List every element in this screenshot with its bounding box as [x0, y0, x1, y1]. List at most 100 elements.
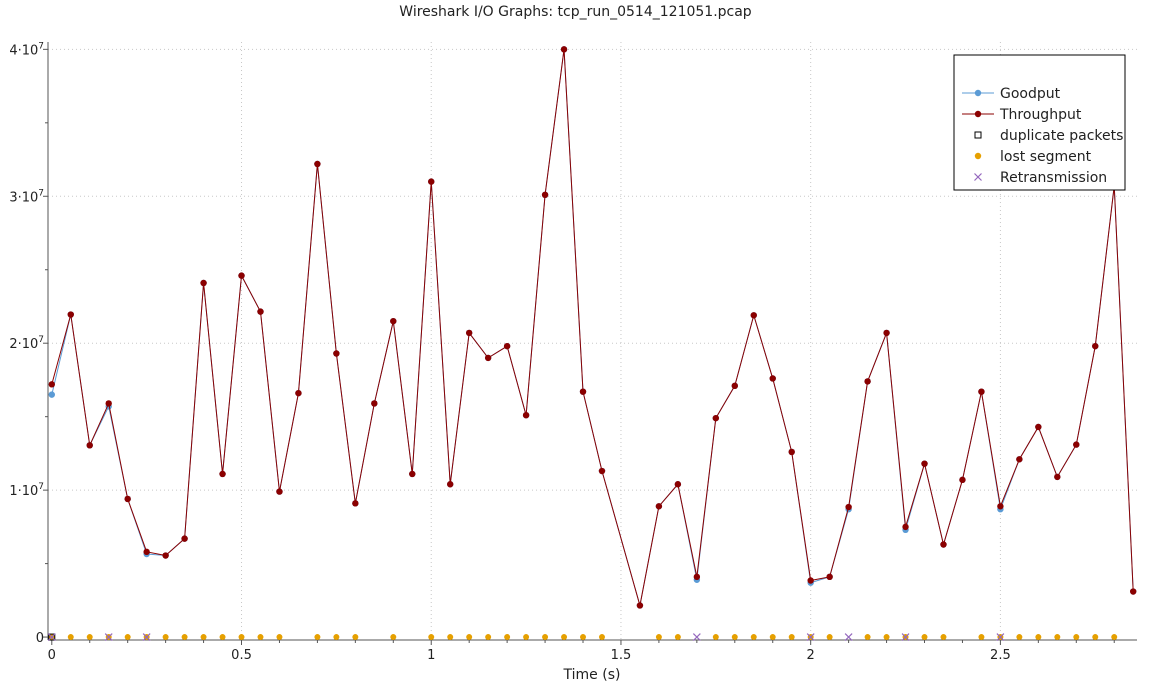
throughput-point — [48, 381, 55, 388]
legend-label: Retransmission — [1000, 170, 1107, 186]
throughput-point — [959, 476, 966, 484]
lost-segment-point — [1016, 634, 1023, 641]
throughput-point — [484, 354, 492, 362]
legend-item-duplicate-packets: duplicate packets — [974, 128, 1123, 144]
retransmission-stroke — [996, 633, 1005, 641]
retransmission-point — [692, 633, 701, 641]
throughput-point — [712, 414, 720, 422]
y-tick-mantissa: 2·10 — [9, 337, 38, 352]
lost-segment-point — [1092, 634, 1099, 641]
y-tick-label: 0 — [36, 631, 44, 646]
x-tick-label: 0.5 — [231, 648, 252, 663]
throughput-point — [598, 467, 606, 475]
lost-segment-point — [238, 634, 245, 641]
throughput-point — [1073, 441, 1080, 448]
lost-segment-point — [257, 634, 264, 641]
x-tick-label: 1 — [427, 648, 435, 663]
x-axis-title: Time (s) — [563, 667, 621, 683]
lost-segment-point — [333, 634, 340, 641]
y-tick-exponent: 7 — [38, 41, 44, 51]
lost-segment-point — [712, 634, 719, 641]
lost-segment-point — [428, 634, 435, 641]
retransmission-point — [142, 633, 151, 641]
throughput-point — [750, 312, 757, 319]
y-tick-mantissa: 3·10 — [9, 190, 38, 205]
lost-segment-point — [1054, 634, 1061, 641]
retransmission-point — [844, 633, 853, 641]
throughput-point — [295, 389, 302, 397]
legend[interactable]: Goodput Throughput duplicate packets lost s… — [953, 54, 1126, 191]
lost-segment-point — [580, 634, 587, 641]
throughput-point — [124, 495, 131, 503]
throughput-point — [541, 191, 549, 199]
throughput-point — [390, 317, 397, 325]
lost-segment-point — [200, 634, 207, 641]
lost-segment-point — [864, 634, 871, 641]
throughput-point — [219, 470, 226, 478]
lost-segment-point — [542, 634, 549, 641]
retransmission-point — [104, 633, 113, 641]
throughput-point — [693, 573, 701, 581]
lost-segment-point — [523, 634, 530, 641]
throughput-point — [902, 523, 909, 531]
throughput-point — [162, 552, 169, 559]
y-tick-exponent: 7 — [38, 335, 44, 345]
throughput-point — [1092, 342, 1099, 350]
throughput-point — [200, 279, 207, 287]
legend-item-retransmission: Retransmission — [974, 170, 1107, 186]
throughput-point — [238, 272, 245, 279]
y-tick-mantissa: 1·10 — [9, 484, 38, 499]
lost-segment-point — [598, 634, 605, 641]
retransmission-stroke — [47, 633, 56, 641]
grid-lines — [48, 42, 1137, 640]
lost-segment-point — [674, 634, 681, 641]
throughput-point — [864, 378, 871, 385]
lost-segment-point — [352, 634, 359, 641]
lost-segment-point — [124, 634, 131, 641]
throughput-point — [257, 308, 264, 315]
throughput-point — [826, 573, 833, 581]
lost-segment-point — [978, 634, 985, 641]
lost-segment-point — [750, 634, 757, 641]
legend-label: Throughput — [999, 107, 1082, 123]
retransmission-stroke — [104, 633, 113, 641]
lost-segment-point — [314, 634, 321, 641]
lost-segment-point — [86, 634, 93, 641]
retransmission-stroke — [806, 633, 815, 641]
throughput-point — [352, 500, 359, 507]
throughput-point — [371, 400, 378, 407]
goodput-point — [48, 391, 55, 398]
throughput-point — [67, 311, 74, 318]
lost-segment-point — [561, 634, 568, 641]
x-tick-label: 0 — [48, 648, 56, 663]
retransmission-stroke — [692, 633, 701, 641]
lost-segment-point — [1111, 634, 1118, 641]
throughput-point — [105, 400, 112, 407]
throughput-point — [845, 503, 852, 511]
retransmission-point — [901, 633, 910, 641]
y-tick-label: 1·107 — [9, 482, 44, 499]
throughput-point — [788, 448, 795, 456]
y-tick-label: 4·107 — [9, 41, 44, 58]
lost-segment-point — [769, 634, 776, 641]
throughput-point — [997, 503, 1004, 510]
lost-segment-point — [940, 634, 947, 641]
legend-label: Goodput — [1000, 86, 1061, 102]
y-tick-exponent: 7 — [38, 188, 44, 198]
lost-segment-point — [655, 634, 662, 641]
lost-segment-point — [731, 634, 738, 641]
retransmission-stroke — [901, 633, 910, 641]
event-markers — [47, 633, 1118, 641]
y-tick-label: 3·107 — [9, 188, 44, 205]
throughput-point — [522, 411, 530, 419]
lost-segment-point — [67, 634, 74, 641]
lost-segment-point — [883, 634, 890, 641]
throughput-point — [143, 548, 150, 556]
throughput-point — [1016, 456, 1023, 463]
retransmission-point — [806, 633, 815, 641]
throughput-point — [428, 178, 435, 185]
lost-segment-point — [1035, 634, 1042, 641]
throughput-point — [978, 388, 985, 395]
duplicate-packet-point — [48, 633, 56, 641]
